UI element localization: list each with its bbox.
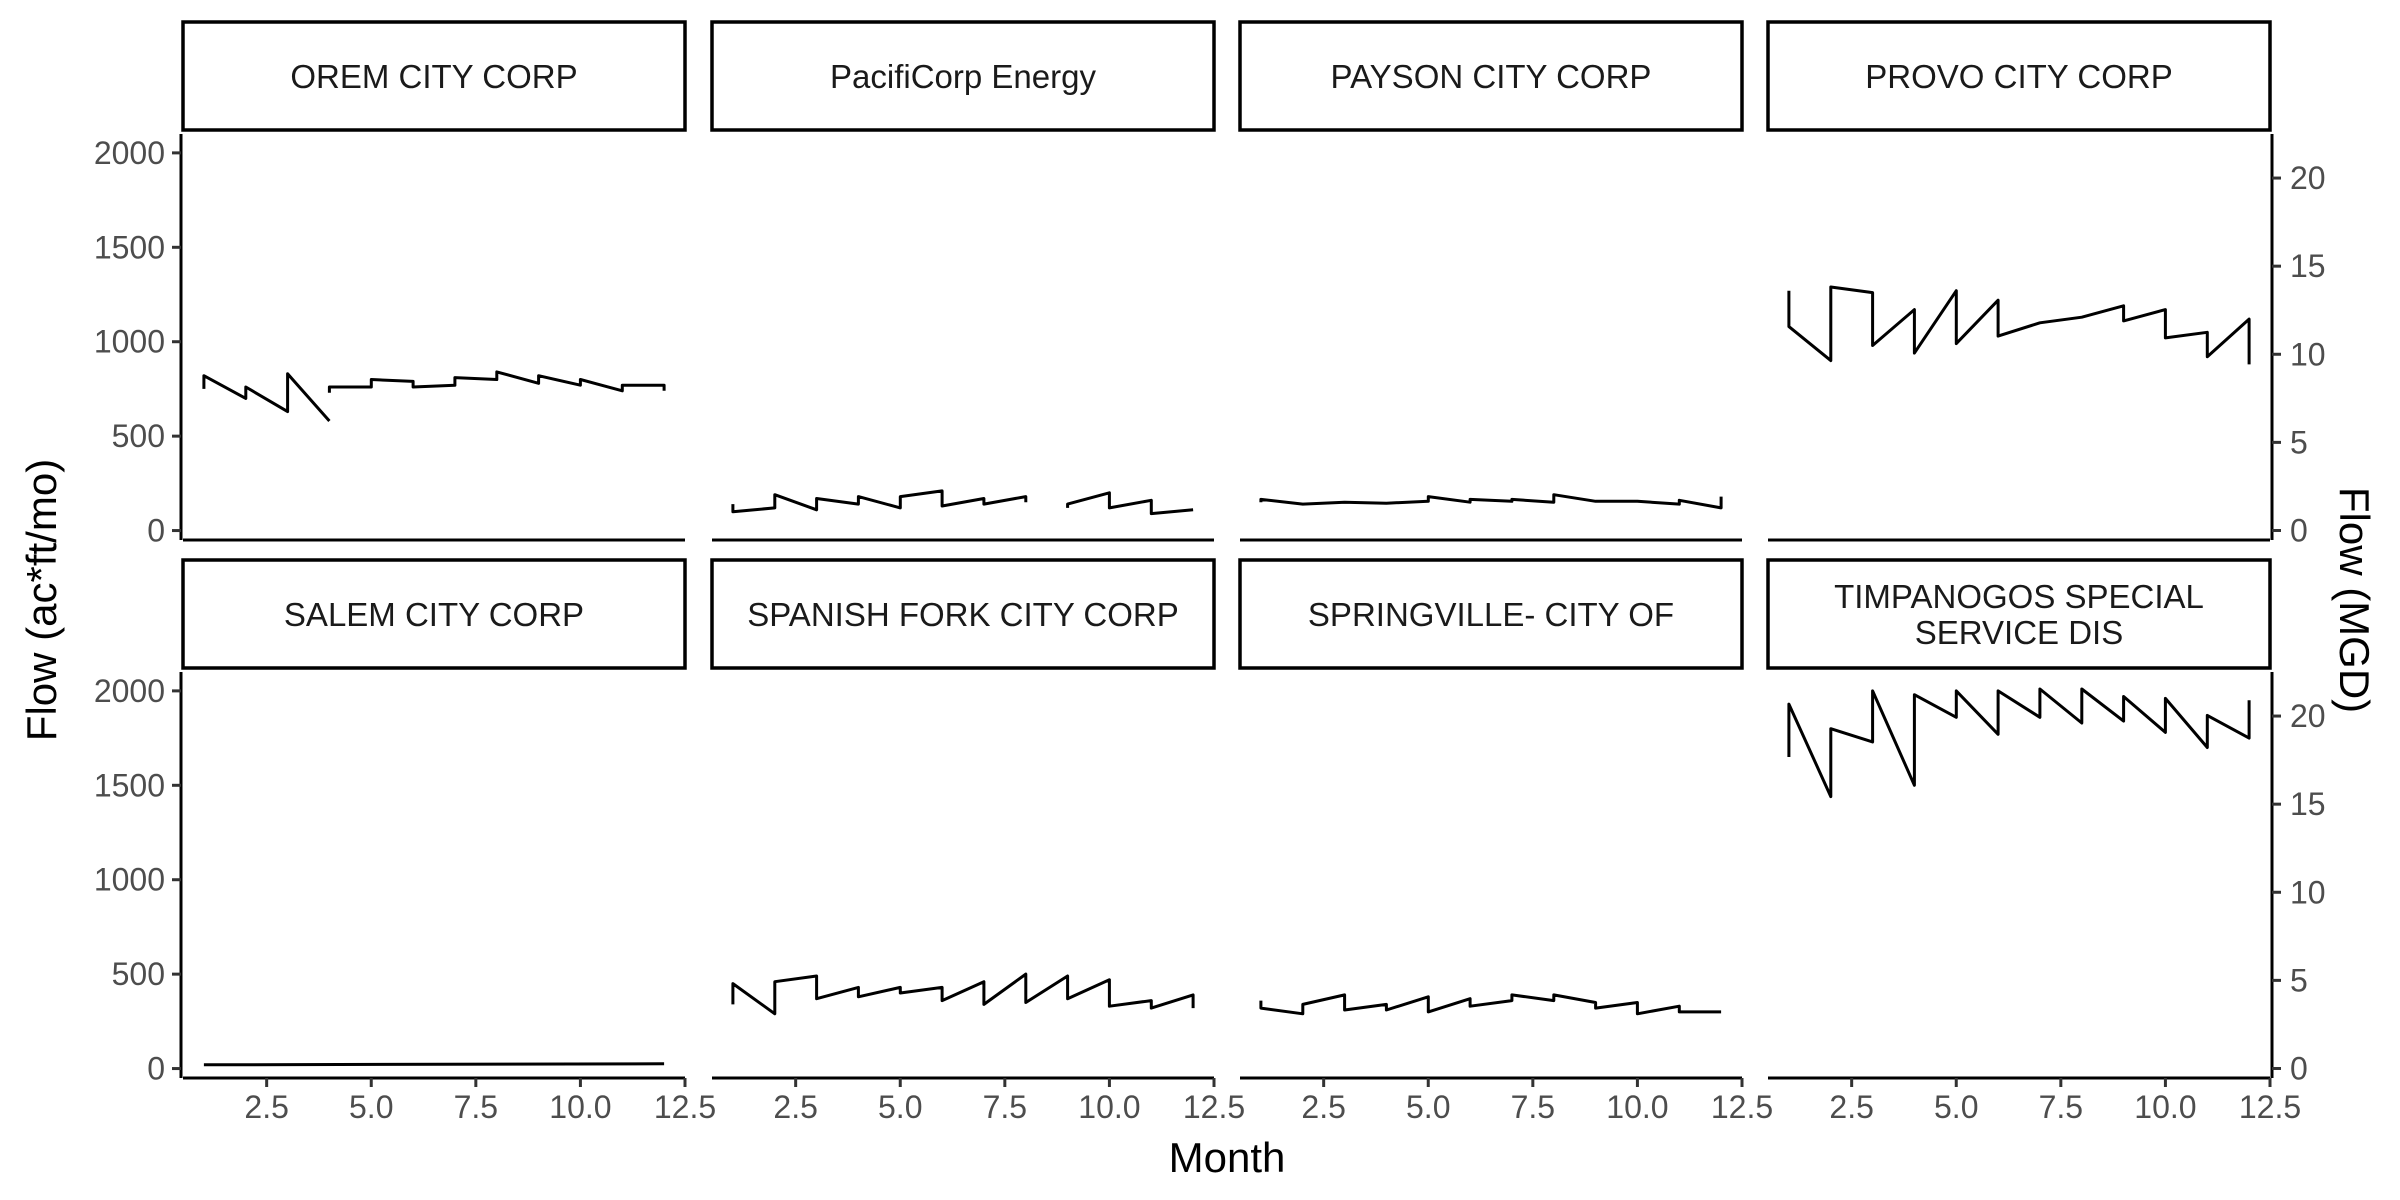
y-axis-title-left: Flow (ac*ft/mo) [18, 459, 65, 741]
series-line [202, 372, 331, 422]
facet-panels: OREM CITY CORP0500100015002000PacifiCorp… [94, 20, 2326, 1125]
x-tick-label: 7.5 [983, 1089, 1027, 1125]
y-tick-label-right: 0 [2290, 1050, 2308, 1086]
x-tick-label: 7.5 [2039, 1089, 2083, 1125]
x-tick-label: 2.5 [244, 1089, 288, 1125]
y-tick-label-left: 1000 [94, 324, 165, 360]
facet-strip [181, 20, 687, 132]
x-tick-label: 5.0 [349, 1089, 393, 1125]
y-tick-label-left: 1500 [94, 767, 165, 803]
facet-panel: SALEM CITY CORP 2.5 5.0 7.5 10.0 12.5 0 500 1000… [94, 558, 716, 1125]
facet-panel: PAYSON CITY CORP [1238, 20, 1744, 542]
y-tick-label-left: 0 [147, 513, 165, 549]
series-line [731, 972, 1195, 1016]
facet-title: SPANISH FORK CITY CORP [747, 596, 1179, 633]
facet-strip [1238, 20, 1744, 132]
facet-panel: PROVO CITY CORP 0 5 10 15 20 [1766, 20, 2326, 548]
y-tick-label-right: 5 [2290, 424, 2308, 460]
y-tick-label-right: 20 [2290, 698, 2326, 734]
facet-panel: TIMPANOGOS SPECIAL SERVICE DIS 2.5 5.0 7.5 10… [1766, 558, 2326, 1125]
y-tick-label-left: 500 [112, 956, 165, 992]
facet-title: PacifiCorp Energy [830, 58, 1096, 95]
y-tick-label-right: 10 [2290, 874, 2326, 910]
x-tick-label: 5.0 [878, 1089, 922, 1125]
facet-panel: OREM CITY CORP 0 500 1000 1500 2000 [94, 20, 687, 549]
facet-strip [710, 558, 1216, 670]
facet-strip [710, 20, 1216, 132]
facet-title: PROVO CITY CORP [1865, 58, 2172, 95]
facet-strip [1238, 558, 1744, 670]
facet-strip [1766, 558, 2272, 670]
facet-title: TIMPANOGOS SPECIAL SERVICE DIS [1834, 578, 2204, 651]
y-tick-label-left: 2000 [94, 673, 165, 709]
series-line [1259, 993, 1722, 1016]
series-line [731, 489, 1028, 514]
series-line [1259, 493, 1723, 510]
x-tick-label: 12.5 [1711, 1089, 1773, 1125]
x-tick-label: 2.5 [1301, 1089, 1345, 1125]
x-tick-label: 10.0 [2134, 1089, 2196, 1125]
x-tick-label: 7.5 [454, 1089, 498, 1125]
x-tick-label: 10.0 [1078, 1089, 1140, 1125]
x-tick-label: 10.0 [1606, 1089, 1668, 1125]
x-tick-label: 5.0 [1934, 1089, 1978, 1125]
facet-title: OREM CITY CORP [290, 58, 577, 95]
y-tick-label-right: 10 [2290, 336, 2326, 372]
y-tick-label-right: 0 [2290, 512, 2308, 548]
facet-strip [1766, 20, 2272, 132]
facet-panel: SPRINGVILLE- CITY OF 2.5 5.0 7.5 10.0 12.5 [1238, 558, 1773, 1125]
facet-title: SPRINGVILLE- CITY OF [1308, 596, 1674, 633]
facet-title: PAYSON CITY CORP [1331, 58, 1652, 95]
x-tick-label: 5.0 [1406, 1089, 1450, 1125]
y-tick-label-left: 2000 [94, 135, 165, 171]
series-line [1787, 285, 2251, 365]
y-tick-label-right: 5 [2290, 962, 2308, 998]
y-tick-label-left: 0 [147, 1051, 165, 1087]
x-tick-label: 12.5 [2239, 1089, 2301, 1125]
facet-strip [181, 558, 687, 670]
series-line [327, 370, 666, 393]
facet-panel: PacifiCorp Energy [710, 20, 1216, 542]
y-tick-label-left: 1000 [94, 862, 165, 898]
x-tick-label: 2.5 [1829, 1089, 1873, 1125]
x-tick-label: 10.0 [549, 1089, 611, 1125]
series-line [1066, 491, 1194, 516]
series-line [1787, 687, 2251, 799]
x-tick-label: 2.5 [773, 1089, 817, 1125]
facet-panel: SPANISH FORK CITY CORP 2.5 5.0 7.5 10.0 12.5 [710, 558, 1245, 1125]
facet-title: SALEM CITY CORP [284, 596, 584, 633]
x-tick-label: 12.5 [1183, 1089, 1245, 1125]
y-tick-label-right: 20 [2290, 160, 2326, 196]
y-axis-title-right: Flow (MGD) [2331, 487, 2378, 713]
x-tick-label: 7.5 [1511, 1089, 1555, 1125]
series-line [203, 1062, 665, 1067]
x-axis-title: Month [1169, 1134, 1286, 1181]
y-tick-label-left: 500 [112, 418, 165, 454]
y-tick-label-right: 15 [2290, 786, 2326, 822]
y-tick-label-right: 15 [2290, 248, 2326, 284]
x-tick-label: 12.5 [654, 1089, 716, 1125]
y-tick-label-left: 1500 [94, 229, 165, 265]
